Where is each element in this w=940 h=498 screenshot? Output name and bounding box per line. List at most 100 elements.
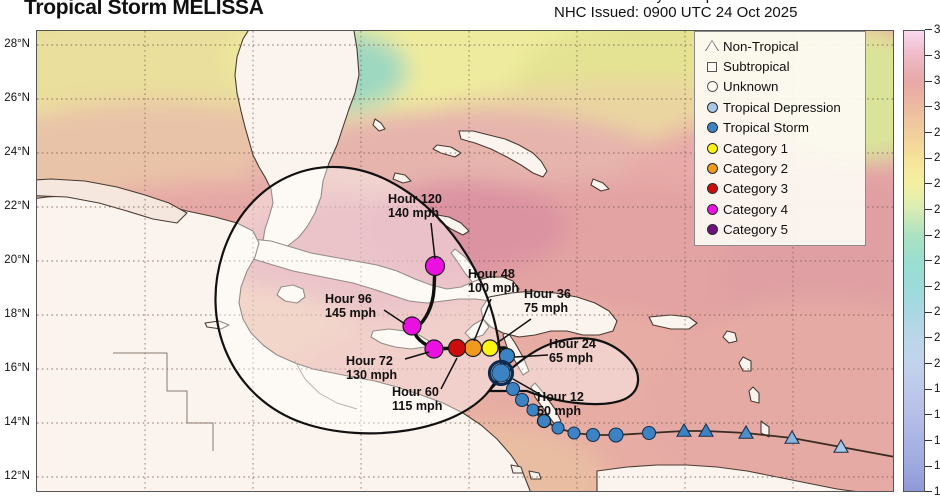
leader-hour-120 <box>430 222 436 260</box>
legend-item-category-5[interactable]: Category 5 <box>701 220 859 240</box>
latitude-axis: 28°N 26°N 24°N 22°N 20°N 18°N 16°N 14°N 12°N <box>0 0 36 492</box>
annotation-hour-label: Hour 24 <box>549 337 596 351</box>
annotation-speed-label: 115 mph <box>392 398 443 413</box>
history-marker-tropical-storm <box>585 427 601 443</box>
legend-label: Category 5 <box>723 222 789 238</box>
current-position-marker[interactable] <box>491 363 511 383</box>
sst-tick-33: 33 <box>903 24 940 36</box>
uncertainty-cone <box>214 166 640 435</box>
latitude-tick-14N: 14°N <box>4 416 30 428</box>
square-outline-icon <box>701 61 723 72</box>
annotation-hour-60: Hour 60 115 mph <box>392 385 443 413</box>
current-position-ring <box>487 359 515 387</box>
leader-hour-24 <box>514 354 549 358</box>
sst-tick-21: 21 <box>903 332 940 344</box>
annotation-speed-label: 130 mph <box>346 367 398 382</box>
circle-filled-icon <box>701 122 723 134</box>
annotation-hour-label: Hour 72 <box>346 354 393 368</box>
sst-tick-22: 22 <box>903 306 940 318</box>
circle-filled-icon <box>701 224 723 236</box>
sst-tick-31: 31 <box>903 75 940 87</box>
forecast-marker-hour-48[interactable] <box>463 338 483 358</box>
legend-item-category-3[interactable]: Category 3 <box>701 179 859 199</box>
leader-hour-48 <box>473 298 492 342</box>
history-marker-tropical-storm <box>608 427 624 443</box>
circle-outline-icon <box>701 81 723 93</box>
legend-item-category-2[interactable]: Category 2 <box>701 158 859 178</box>
sst-tick-16: 16 <box>903 409 940 421</box>
annotation-speed-label: 100 mph <box>468 280 520 295</box>
latitude-tick-20N: 20°N <box>4 254 30 266</box>
circle-filled-icon <box>701 163 723 175</box>
annotation-hour-72: Hour 72 130 mph <box>346 354 398 382</box>
latitude-tick-28N: 28°N <box>4 38 30 50</box>
legend-label: Tropical Storm <box>723 120 809 136</box>
leader-hour-12 <box>512 378 542 396</box>
latitude-tick-22N: 22°N <box>4 200 30 212</box>
leader-hour-72 <box>404 351 430 360</box>
annotation-hour-36: Hour 36 75 mph <box>524 287 571 315</box>
annotation-speed-label: 65 mph <box>549 350 594 365</box>
history-marker-nontropical <box>676 422 692 437</box>
circle-filled-icon <box>701 142 723 154</box>
latitude-tick-24N: 24°N <box>4 146 30 158</box>
legend-label: Category 3 <box>723 181 789 197</box>
legend-item-category-1[interactable]: Category 1 <box>701 138 859 158</box>
legend-item-category-4[interactable]: Category 4 <box>701 199 859 219</box>
header-info: Current Intensity: 40 mph 1004 hPa NHC I… <box>554 0 894 20</box>
legend-label: Unknown <box>723 79 779 95</box>
circle-filled-icon <box>701 183 723 195</box>
storm-category-legend: Non-Tropical Subtropical Unknown Tropical D… <box>694 31 866 246</box>
history-marker-nontropical <box>784 429 800 444</box>
forecast-track-markers[interactable] <box>402 255 552 429</box>
legend-label: Subtropical <box>723 59 790 75</box>
history-marker-nontropical <box>833 438 849 453</box>
sst-tick-14: 14 <box>903 435 940 447</box>
annotation-hour-120: Hour 120 140 mph <box>388 192 442 220</box>
legend-item-non-tropical[interactable]: Non-Tropical <box>701 36 859 56</box>
latitude-tick-18N: 18°N <box>4 308 30 320</box>
forecast-marker-hour-12[interactable] <box>536 413 552 429</box>
forecast-marker-hour-36[interactable] <box>481 339 499 357</box>
forecast-marker-hour-120[interactable] <box>424 255 446 277</box>
latitude-tick-16N: 16°N <box>4 362 30 374</box>
sst-tick-20: 20 <box>903 358 940 370</box>
forecast-marker-hour-60[interactable] <box>447 338 467 358</box>
history-marker-tropical-storm <box>567 426 581 440</box>
annotation-hour-24: Hour 24 65 mph <box>549 337 596 365</box>
annotation-hour-96: Hour 96 145 mph <box>325 292 377 320</box>
annotation-speed-label: 140 mph <box>388 205 440 220</box>
sst-tick-18: 18 <box>903 383 940 395</box>
leader-hour-36 <box>496 318 532 344</box>
sst-tick-10: 10 <box>903 486 940 498</box>
history-marker-tropical-storm <box>551 421 565 435</box>
current-intensity-text: Current Intensity: 40 mph 1004 hPa <box>554 0 894 3</box>
annotation-speed-label: 145 mph <box>325 305 377 320</box>
sst-tick-29: 29 <box>903 127 940 139</box>
sst-tick-27: 27 <box>903 178 940 190</box>
legend-item-tropical-depression[interactable]: Tropical Depression <box>701 97 859 117</box>
annotation-hour-label: Hour 96 <box>325 292 372 306</box>
history-marker-tropical-storm <box>514 392 530 408</box>
history-marker-tropical-storm <box>505 381 521 397</box>
sst-tick-25: 25 <box>903 229 940 241</box>
sst-tick-12: 12 <box>903 460 940 472</box>
history-marker-tropical-storm <box>641 425 657 441</box>
annotation-speed-label: 50 mph <box>537 403 582 418</box>
legend-label: Category 4 <box>723 201 789 217</box>
landmasses <box>37 31 857 491</box>
sst-tick-23: 23 <box>903 281 940 293</box>
annotation-hour-label: Hour 12 <box>537 390 584 404</box>
legend-item-subtropical[interactable]: Subtropical <box>701 56 859 76</box>
legend-item-tropical-storm[interactable]: Tropical Storm <box>701 118 859 138</box>
annotation-speed-label: 75 mph <box>524 300 569 315</box>
sst-tick-30: 30 <box>903 101 940 113</box>
forecast-marker-hour-96[interactable] <box>402 316 422 336</box>
forecast-marker-hour-72[interactable] <box>424 339 444 359</box>
latitude-tick-26N: 26°N <box>4 92 30 104</box>
legend-label: Category 1 <box>723 140 789 156</box>
circle-filled-icon <box>701 203 723 215</box>
legend-item-unknown[interactable]: Unknown <box>701 77 859 97</box>
triangle-outline-icon <box>701 40 723 52</box>
